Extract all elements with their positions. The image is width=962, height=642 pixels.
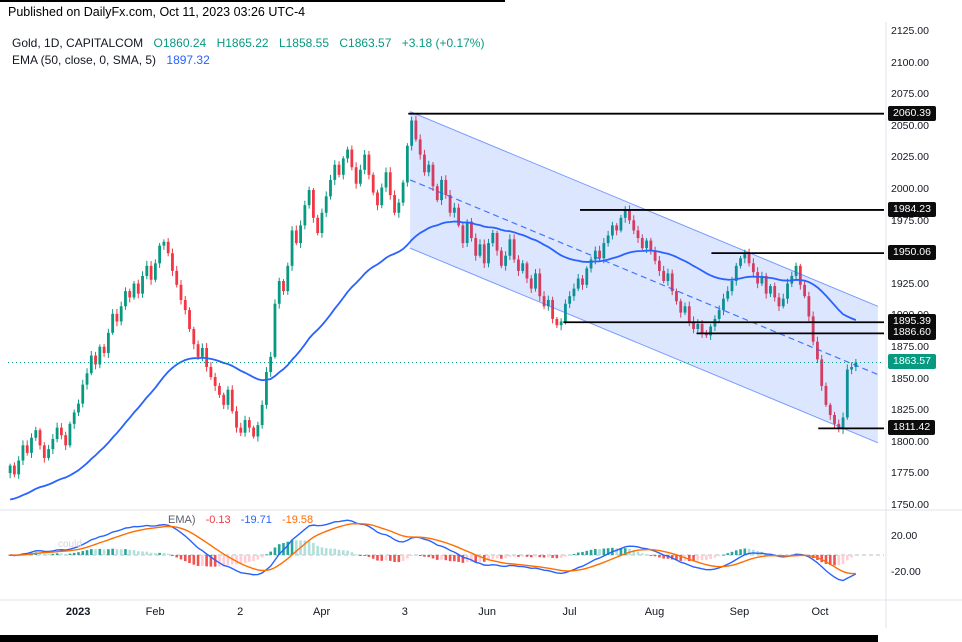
published-caption: Published on DailyFx.com, Oct 11, 2023 0…: [8, 5, 306, 19]
macd-signal-value: -19.58: [281, 514, 314, 526]
ema50-line: [9, 220, 857, 501]
horizontal-level-lines[interactable]: [408, 112, 884, 430]
faint-watermark-text: could: [58, 539, 82, 550]
macd-signal-line: [10, 522, 856, 575]
macd-line-value: -19.71: [240, 514, 272, 526]
trend-channel[interactable]: [409, 111, 879, 444]
ohlc-high-value: H1865.22: [216, 36, 269, 50]
bottom-border-bar: [0, 635, 878, 642]
symbol-title[interactable]: Gold, 1D, CAPITALCOM: [12, 36, 144, 50]
macd-legend: EMA) -0.13 -19.71 -19.58: [168, 514, 313, 526]
candles-layer: [8, 115, 858, 479]
ohlc-low-value: L1858.55: [278, 36, 330, 50]
ohlc-close-value: C1863.57: [339, 36, 392, 50]
ema-indicator-label[interactable]: EMA (50, close, 0, SMA, 5): [12, 53, 157, 67]
ema-legend: EMA (50, close, 0, SMA, 5) 1897.32: [12, 53, 210, 67]
top-border-line: [0, 0, 505, 2]
change-value: +3.18 (+0.17%): [401, 36, 485, 50]
macd-histogram-value: -0.13: [205, 514, 231, 526]
ohlc-open-value: O1860.24: [153, 36, 207, 50]
ema-indicator-value: 1897.32: [166, 53, 210, 67]
macd-label-fragment[interactable]: EMA): [168, 514, 196, 526]
symbol-legend: Gold, 1D, CAPITALCOM O1860.24 H1865.22 L…: [12, 36, 484, 50]
macd-line: [10, 519, 857, 582]
